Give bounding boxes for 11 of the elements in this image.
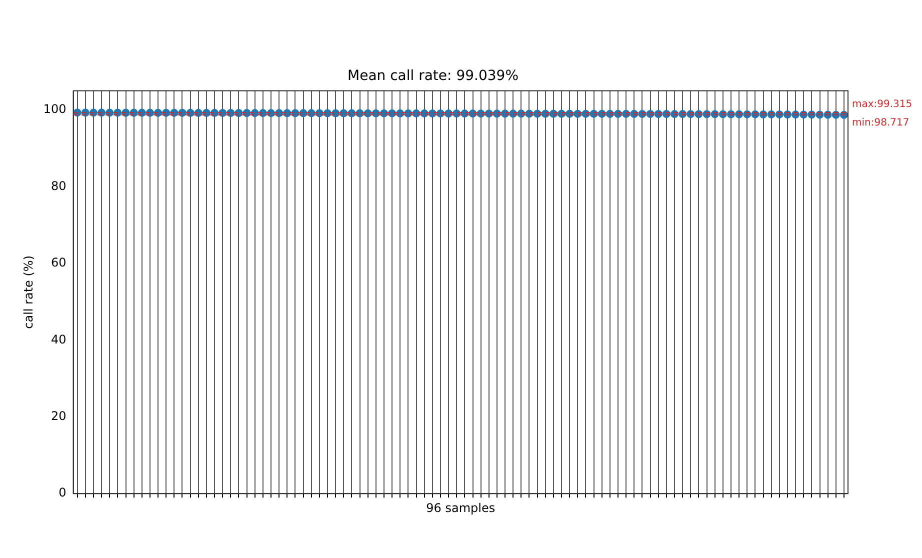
y-tick-label: 80 [51, 178, 66, 193]
x-axis-title: 96 samples [426, 500, 496, 515]
y-tick-label: 100 [43, 102, 66, 116]
ref-line-label: max:99.315 [852, 99, 912, 110]
y-tick-label: 40 [51, 332, 66, 346]
y-axis-title: call rate (%) [21, 256, 36, 329]
y-tick-label: 0 [58, 486, 66, 500]
y-tick-label: 60 [51, 256, 66, 270]
ref-line-label: min:98.717 [852, 117, 910, 128]
chart-title: Mean call rate: 99.039% [348, 68, 518, 84]
y-tick-label: 20 [51, 409, 66, 423]
